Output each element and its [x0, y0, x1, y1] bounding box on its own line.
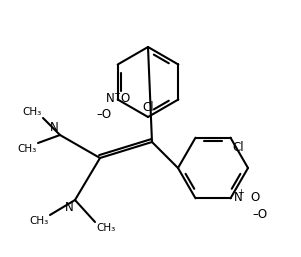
- Text: N: N: [65, 201, 74, 214]
- Text: –O: –O: [253, 208, 268, 221]
- Text: –O: –O: [96, 108, 111, 122]
- Text: +: +: [237, 188, 244, 197]
- Text: CH₃: CH₃: [23, 107, 42, 117]
- Text: Cl: Cl: [232, 141, 244, 154]
- Text: N: N: [50, 121, 59, 134]
- Text: CH₃: CH₃: [18, 144, 37, 154]
- Text: CH₃: CH₃: [30, 216, 49, 226]
- Text: +: +: [113, 89, 120, 98]
- Text: N: N: [234, 191, 242, 204]
- Text: Cl: Cl: [142, 101, 154, 114]
- Text: N: N: [106, 92, 115, 105]
- Text: O: O: [121, 92, 130, 105]
- Text: O: O: [250, 191, 260, 204]
- Text: CH₃: CH₃: [96, 223, 115, 233]
